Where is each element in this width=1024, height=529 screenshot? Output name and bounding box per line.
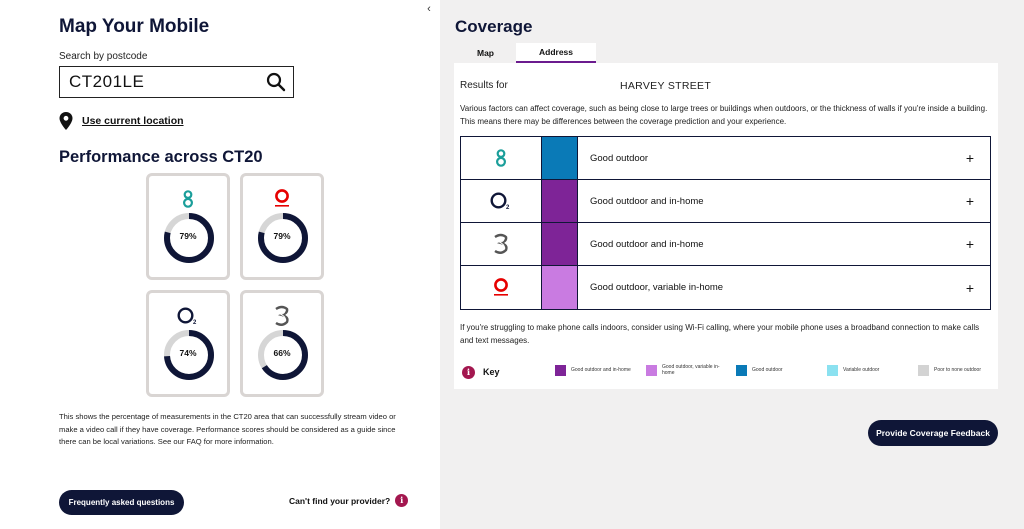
- key-text: Variable outdoor: [843, 366, 880, 373]
- key-swatch: [736, 365, 747, 376]
- three-logo: [461, 223, 541, 265]
- vodafone-donut: [258, 213, 308, 263]
- key-item: Good outdoor and in-home: [555, 365, 631, 376]
- coverage-swatch: [541, 223, 578, 265]
- key-item: Good outdoor, variable in-home: [646, 364, 722, 377]
- coverage-text: Good outdoor: [590, 152, 649, 164]
- coverage-swatch: [541, 266, 578, 309]
- vodafone-percent: 79%: [273, 231, 291, 241]
- coverage-swatch: [541, 137, 578, 179]
- info-icon[interactable]: i: [395, 494, 409, 507]
- coverage-text: Good outdoor, variable in-home: [590, 282, 724, 293]
- postcode-value[interactable]: CT201LE: [69, 72, 145, 91]
- o2-logo: 2: [461, 180, 541, 222]
- tab-map[interactable]: Map: [477, 48, 494, 58]
- expand-icon[interactable]: +: [965, 279, 975, 296]
- key-item: Poor to none outdoor: [918, 365, 994, 376]
- wifi-calling-text: If you're struggling to make phone calls…: [460, 323, 980, 345]
- three-logo: [243, 305, 321, 327]
- ee-donut: [164, 213, 214, 263]
- coverage-text: Good outdoor and in-home: [590, 238, 704, 250]
- coverage-row-three[interactable]: Good outdoor and in-home +: [461, 223, 990, 266]
- key-item: Good outdoor: [736, 365, 812, 376]
- donut-value-arc: [164, 330, 214, 380]
- postcode-search-input[interactable]: CT201LE: [59, 66, 294, 98]
- performance-tile-three: 66%: [240, 290, 324, 397]
- cant-find-provider[interactable]: Can't find your provider? i: [289, 494, 409, 507]
- key-swatch: [918, 365, 929, 376]
- o2-percent: 74%: [179, 348, 197, 358]
- coverage-card: Results for HARVEY STREET Various factor…: [454, 63, 998, 389]
- donut-value-arc: [164, 213, 214, 263]
- performance-tile-o2: 2 74%: [146, 290, 230, 397]
- vodafone-logo: [243, 188, 321, 210]
- performance-description: This shows the percentage of measurement…: [59, 412, 396, 447]
- o2-logo: 2: [149, 305, 227, 327]
- svg-text:2: 2: [506, 205, 510, 210]
- use-location-label[interactable]: Use current location: [82, 115, 184, 127]
- info-icon[interactable]: i: [462, 366, 475, 379]
- expand-icon[interactable]: +: [965, 236, 975, 252]
- search-label: Search by postcode: [59, 51, 148, 62]
- cant-find-label[interactable]: Can't find your provider?: [289, 495, 391, 506]
- key-text: Good outdoor, variable in-home: [662, 364, 720, 376]
- search-icon[interactable]: [266, 72, 286, 92]
- ee-percent: 79%: [179, 231, 197, 241]
- key-swatch: [646, 365, 657, 377]
- right-panel: Coverage Map Address Results for HARVEY …: [440, 0, 1024, 529]
- page-title: Map Your Mobile: [59, 16, 210, 37]
- svg-text:2: 2: [193, 320, 197, 325]
- street-name: HARVEY STREET: [620, 80, 712, 92]
- provide-feedback-button[interactable]: Provide Coverage Feedback: [868, 420, 998, 446]
- performance-tile-ee: 79%: [146, 173, 230, 280]
- coverage-row-ee[interactable]: Good outdoor +: [461, 137, 990, 180]
- expand-icon[interactable]: +: [965, 193, 975, 209]
- expand-icon[interactable]: +: [965, 150, 975, 166]
- donut-value-arc: [258, 330, 308, 380]
- ee-logo: [461, 137, 541, 179]
- key-swatch: [555, 365, 566, 376]
- coverage-row-o2[interactable]: 2 Good outdoor and in-home +: [461, 180, 990, 223]
- ee-logo: [149, 188, 227, 210]
- performance-title: Performance across CT20: [59, 148, 263, 166]
- coverage-text: Good outdoor and in-home: [590, 195, 704, 207]
- faq-button[interactable]: Frequently asked questions: [59, 490, 184, 515]
- donut-value-arc: [258, 213, 308, 263]
- location-pin-icon: [59, 112, 73, 130]
- factors-text: Various factors can affect coverage, suc…: [460, 104, 988, 126]
- key-text: Poor to none outdoor: [934, 366, 981, 373]
- coverage-key: i Key Good outdoor and in-home Good outd…: [460, 364, 990, 381]
- vodafone-logo: [461, 266, 541, 309]
- collapse-panel-icon[interactable]: ‹: [427, 3, 431, 15]
- key-label: Key: [483, 367, 500, 377]
- coverage-swatch: [541, 180, 578, 222]
- coverage-row-vodafone[interactable]: Good outdoor, variable in-home +: [461, 266, 990, 309]
- results-for-label: Results for: [460, 80, 508, 91]
- tab-address[interactable]: Address: [516, 43, 596, 63]
- key-item: Variable outdoor: [827, 365, 903, 376]
- coverage-table: Good outdoor + 2 Good outdoor and in-hom…: [460, 136, 991, 310]
- performance-tile-vodafone: 79%: [240, 173, 324, 280]
- use-location-link[interactable]: Use current location: [59, 111, 184, 131]
- o2-donut: [164, 330, 214, 380]
- coverage-title: Coverage: [455, 17, 533, 36]
- left-panel: Map Your Mobile Search by postcode CT201…: [0, 0, 440, 529]
- key-swatch: [827, 365, 838, 376]
- three-percent: 66%: [273, 348, 291, 358]
- three-donut: [258, 330, 308, 380]
- key-text: Good outdoor and in-home: [571, 366, 631, 373]
- key-text: Good outdoor: [752, 366, 783, 373]
